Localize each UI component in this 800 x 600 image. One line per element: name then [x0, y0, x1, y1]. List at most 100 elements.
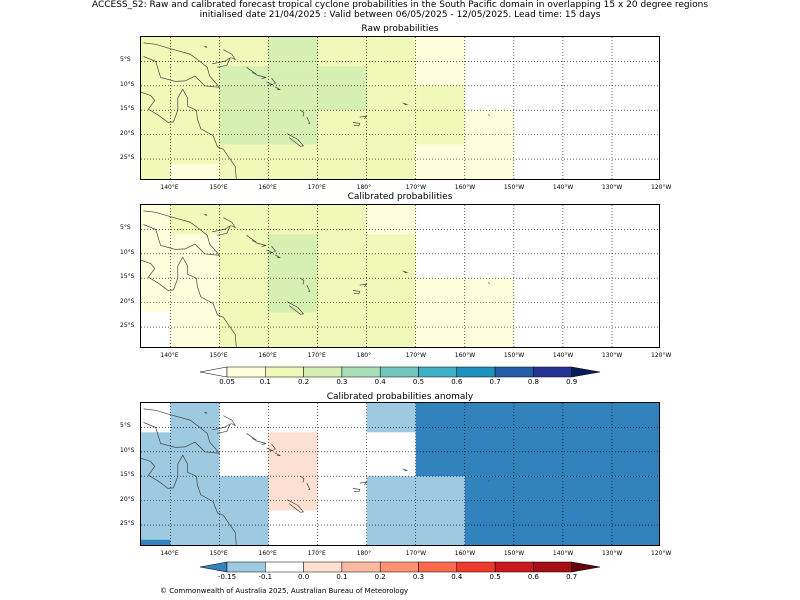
raw-coastline-16: [488, 114, 490, 116]
anom-cbar-segment-7: [494, 561, 534, 573]
prob-cbar-segment-0: [226, 366, 266, 378]
anom-cell-2: [141, 539, 171, 545]
cal-coastline-11: [287, 301, 305, 315]
prob-cbar-segment-1: [265, 366, 304, 378]
cal-lat-tick: 25°S: [120, 322, 135, 330]
anom-coastline-3: [141, 454, 237, 545]
prob-cbar-svg: [199, 366, 601, 378]
anom-coastline-2: [223, 415, 237, 427]
raw-lon-tick: 140°E: [160, 184, 179, 191]
prob-cbar-segment-3: [341, 366, 381, 378]
prob-cbar-segment-5: [418, 366, 458, 378]
cal-lon-tick: 120°W: [651, 352, 672, 359]
anom-cbar-label: 0.7: [566, 573, 578, 581]
anomaly-colorbar: -0.15 -0.1 0.0 0.1 0.2 0.3 0.4 0.5 0.6 0.7: [199, 558, 602, 581]
anom-cell-3: [170, 403, 220, 477]
anom-cbar-label: 0.3: [412, 573, 425, 581]
anom-cell-6: [268, 432, 318, 511]
raw-cell-9: [170, 163, 220, 179]
cal-cell-8: [415, 278, 465, 347]
raw-cell-11: [219, 66, 318, 145]
cal-lon-tick: 170°E: [307, 352, 326, 359]
cal-coastline-2: [223, 217, 237, 229]
raw-lon-tick: 160°E: [258, 184, 277, 191]
raw-coastline-9: [300, 109, 305, 117]
raw-lon-tick: 150°W: [503, 184, 525, 191]
anom-coastline-9: [300, 475, 305, 483]
prob-cbar-label: 0.4: [374, 378, 386, 386]
anom-coastline-11: [287, 499, 305, 513]
raw-coastline-5: [255, 74, 267, 79]
cal-cell-10: [268, 234, 318, 313]
cal-coastline-10: [306, 284, 311, 293]
anom-coastline-13: [359, 481, 368, 486]
raw-cell-6: [464, 110, 514, 179]
cal-coastline-9: [300, 277, 305, 285]
anom-cell-5: [219, 476, 269, 545]
cal-coastline-8: [274, 254, 281, 259]
cal-lon-tick: 160°W: [454, 352, 476, 359]
map-probability-anomaly: [140, 402, 660, 546]
cal-lon-tick: 140°W: [552, 352, 574, 359]
anom-lat-tick: 5°S: [120, 422, 131, 430]
cal-lon-tick: 140°E: [160, 352, 179, 359]
cal-coastline-15: [204, 213, 208, 216]
cal-lat-tick: 20°S: [120, 297, 135, 305]
prob-cbar-label: 0.3: [336, 378, 348, 386]
raw-svg: [141, 37, 659, 179]
anom-lat-tick: 25°S: [120, 520, 135, 528]
raw-coastline-7: [271, 77, 277, 84]
prob-cbar-label: 0.5: [412, 378, 425, 386]
cal-coastline-16: [488, 282, 490, 284]
raw-lat-tick: 25°S: [120, 154, 135, 162]
raw-lon-tick: 140°W: [552, 184, 574, 191]
figure-title-line2: initialised date 21/04/2025 : Valid betw…: [199, 10, 601, 20]
cal-coastline-13: [359, 283, 368, 288]
anom-cbar-svg: [199, 561, 601, 573]
anom-cbar-over-extend: [571, 561, 601, 573]
panel-title-calibrated: Calibrated probabilities: [347, 192, 453, 202]
anom-coastline-15: [204, 411, 208, 414]
anom-lon-tick: 160°E: [258, 550, 277, 557]
cal-lat-tick: 15°S: [120, 273, 135, 281]
raw-lon-tick: 170°W: [405, 184, 427, 191]
cal-coastline-1: [212, 225, 232, 236]
prob-cbar-label: 0.7: [489, 378, 501, 386]
anom-coastline-5: [255, 440, 267, 445]
cal-coastline-0: [143, 210, 221, 256]
anom-coastline-14: [402, 468, 408, 472]
raw-lon-tick: 180°: [356, 184, 372, 191]
anom-svg: [141, 403, 659, 545]
anom-cbar-segment-5: [418, 561, 458, 573]
anom-cbar-segment-8: [533, 561, 572, 573]
copyright-text: © Commonwealth of Australia 2025, Austra…: [160, 587, 409, 595]
raw-coastline-0: [143, 42, 221, 88]
anom-lon-tick: 180°: [356, 550, 372, 557]
prob-cbar-segment-4: [379, 366, 419, 378]
cal-cell-5: [366, 205, 416, 235]
cal-lon-tick: 160°E: [258, 352, 277, 359]
cal-cell-1: [170, 205, 220, 235]
anom-cbar-segment-2: [303, 561, 343, 573]
anom-cbar-label: -0.1: [258, 573, 273, 581]
anom-lon-tick: 120°W: [651, 550, 672, 557]
cal-cell-6: [366, 234, 416, 279]
raw-coastline-13: [359, 115, 368, 120]
cal-lat-tick: 5°S: [120, 224, 131, 232]
prob-cbar-segment-6: [456, 366, 496, 378]
anom-coastline-4: [246, 433, 257, 441]
cal-cell-0: [141, 205, 171, 313]
anom-lon-tick: 140°E: [160, 550, 179, 557]
anom-coastline-7: [271, 443, 277, 450]
anom-cbar-label: 0.4: [451, 573, 463, 581]
raw-coastline-12: [352, 122, 361, 127]
raw-cell-10: [219, 168, 318, 179]
anom-lon-tick: 170°E: [307, 550, 326, 557]
prob-cbar-label: 0.6: [451, 378, 463, 386]
raw-lat-tick: 15°S: [120, 105, 135, 113]
prob-cbar-label: 0.9: [566, 378, 578, 386]
cal-cell-9: [464, 278, 514, 347]
anom-cbar-segment-4: [379, 561, 419, 573]
anom-coastline-12: [352, 488, 361, 493]
cal-lon-tick: 150°E: [209, 352, 228, 359]
